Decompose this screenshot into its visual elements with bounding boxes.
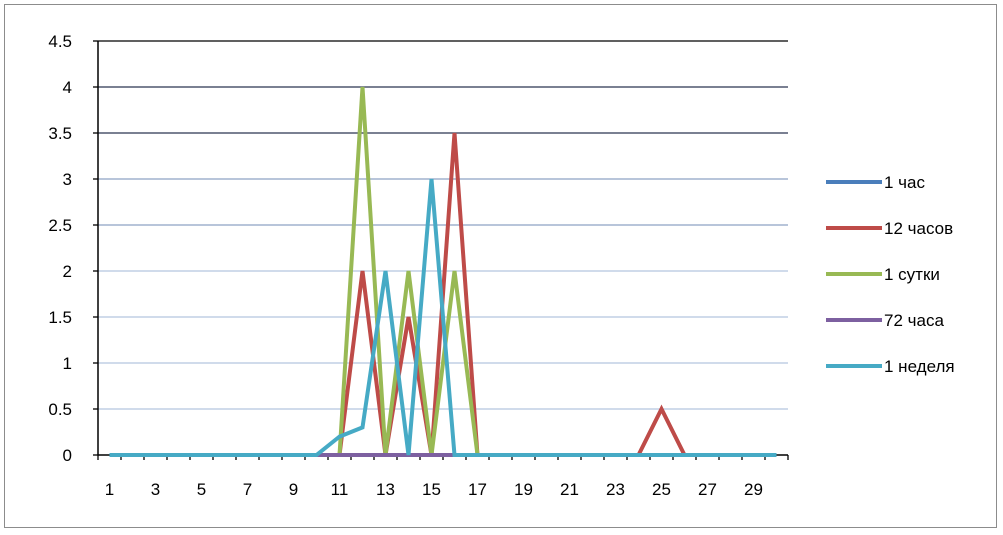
x-tick-label: 7 — [243, 480, 252, 499]
y-tick-label: 1.5 — [48, 308, 72, 327]
x-tick-label: 23 — [606, 480, 625, 499]
y-tick-label: 2.5 — [48, 216, 72, 235]
y-tick-label: 4.5 — [48, 32, 72, 51]
y-tick-label: 0.5 — [48, 400, 72, 419]
y-tick-label: 4 — [63, 78, 72, 97]
x-tick-label: 3 — [151, 480, 160, 499]
x-tick-label: 13 — [376, 480, 395, 499]
x-tick-label: 11 — [331, 480, 349, 499]
x-tick-label: 9 — [289, 480, 298, 499]
legend-label: 1 час — [884, 173, 925, 192]
legend-label: 1 неделя — [884, 357, 955, 376]
legend-label: 12 часов — [884, 219, 953, 238]
y-tick-label: 0 — [63, 446, 72, 465]
y-tick-label: 1 — [63, 354, 72, 373]
x-tick-label: 1 — [105, 480, 114, 499]
series-line-5 — [109, 178, 777, 457]
x-tick-label: 29 — [744, 480, 763, 499]
legend-label: 72 часа — [884, 311, 944, 330]
x-tick-label: 27 — [698, 480, 717, 499]
x-tick-label: 5 — [197, 480, 206, 499]
x-tick-label: 25 — [652, 480, 671, 499]
x-tick-label: 21 — [560, 480, 579, 499]
x-tick-label: 15 — [422, 480, 441, 499]
legend-label: 1 сутки — [884, 265, 940, 284]
y-tick-label: 2 — [63, 262, 72, 281]
y-tick-label: 3.5 — [48, 124, 72, 143]
x-tick-label: 17 — [468, 480, 487, 499]
y-tick-label: 3 — [63, 170, 72, 189]
chart-frame — [4, 4, 997, 528]
x-tick-label: 19 — [514, 480, 533, 499]
